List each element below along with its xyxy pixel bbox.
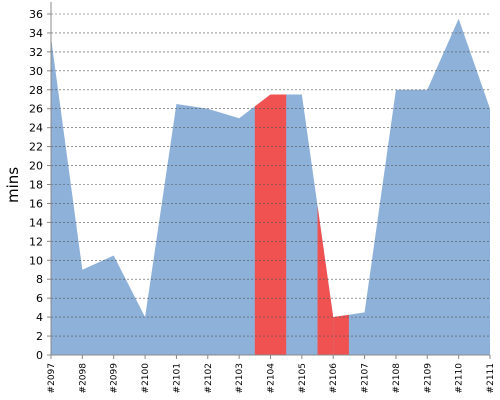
x-tick-label: #2103 — [235, 363, 245, 393]
axis-layer — [50, 2, 490, 356]
y-tick-label: 6 — [36, 292, 43, 305]
y-tick-label: 16 — [29, 197, 43, 210]
y-tick-label: 12 — [29, 235, 43, 248]
highlight-band — [317, 205, 334, 355]
y-tick-label: 20 — [29, 160, 43, 173]
x-tick-label: #2097 — [47, 363, 57, 393]
x-tick-label: #2104 — [267, 363, 277, 394]
grid-layer — [47, 13, 491, 359]
x-tick-label: #2110 — [455, 363, 465, 394]
y-tick-label: 32 — [29, 46, 43, 59]
x-tick-label: #2101 — [172, 363, 182, 393]
y-tick-label: 4 — [36, 311, 43, 324]
x-tick-label: #2099 — [110, 363, 120, 394]
x-tick-label: #2100 — [141, 363, 151, 394]
y-tick-label: 26 — [29, 103, 43, 116]
x-tick-label: #2098 — [78, 363, 88, 394]
x-tick-label: #2109 — [423, 363, 433, 394]
y-tick-label: 34 — [29, 27, 43, 40]
y-tick-label: 8 — [36, 273, 43, 286]
y-tick-label: 36 — [29, 8, 43, 21]
x-tick-label: #2108 — [392, 363, 402, 394]
highlight-band — [333, 314, 349, 355]
y-tick-label: 18 — [29, 179, 43, 192]
y-tick-label: 10 — [29, 254, 43, 267]
highlight-layer — [254, 94, 349, 355]
y-tick-label: 14 — [29, 216, 43, 229]
y-tick-label: 0 — [36, 349, 43, 362]
y-tick-label: 28 — [29, 84, 43, 97]
x-tick-label: #2107 — [361, 363, 371, 393]
y-tick-label: 2 — [36, 330, 43, 343]
y-tick-label: 30 — [29, 65, 43, 78]
x-tick-label: #2105 — [298, 363, 308, 393]
x-tick-label: #2102 — [204, 363, 214, 393]
y-axis-title: mins — [4, 167, 22, 203]
highlight-band — [270, 94, 287, 355]
highlight-band — [254, 94, 271, 355]
y-tick-label: 22 — [29, 141, 43, 154]
x-tick-label: #2111 — [486, 363, 496, 393]
x-tick-labels: #2097 #2098 #2099 #2100 #2101 #2102 #2103 #2104… — [47, 363, 496, 394]
y-tick-label: 24 — [29, 122, 43, 135]
x-tick-label: #2106 — [329, 363, 339, 394]
